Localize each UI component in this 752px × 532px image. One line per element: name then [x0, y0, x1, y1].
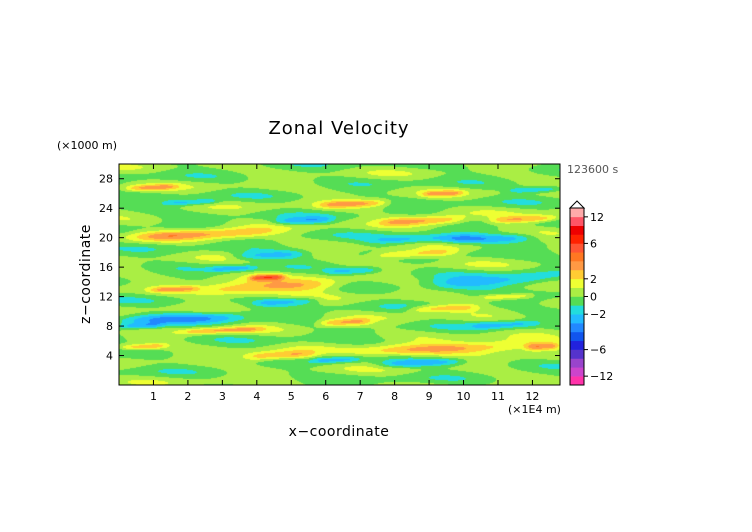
x-tick-label: 5 [288, 390, 295, 403]
colorbar-segment [570, 331, 584, 342]
colorbar-segment [570, 216, 584, 226]
x-tick-label: 2 [184, 390, 191, 403]
colorbar-extend-arrow [568, 200, 586, 209]
time-label: 123600 s [567, 163, 618, 176]
x-tick-label: 10 [457, 390, 471, 403]
colorbar-tick-label: −2 [590, 308, 606, 321]
y-tick-label: 24 [99, 202, 113, 215]
colorbar-segment [570, 287, 584, 297]
y-tick-label: 20 [99, 232, 113, 245]
colorbar-segment [570, 278, 584, 288]
colorbar-tick-label: 0 [590, 291, 597, 304]
colorbar-segment [570, 208, 584, 218]
colorbar-tick-label: 12 [590, 211, 604, 224]
colorbar-segment [570, 349, 584, 359]
colorbar-segment [570, 296, 584, 306]
x-tick-label: 4 [253, 390, 260, 403]
x-tick-label: 3 [219, 390, 226, 403]
colorbar-segment [570, 234, 584, 244]
colorbar-segment [570, 269, 584, 280]
colorbar-segment [570, 358, 584, 368]
x-unit-label: (×1E4 m) [508, 403, 561, 416]
y-axis-label: z−coordinate [78, 224, 94, 324]
colorbar-segment [570, 367, 584, 377]
y-tick-label: 12 [99, 291, 113, 304]
colorbar-tick-label: 6 [590, 237, 597, 250]
colorbar-tick-label: 2 [590, 273, 597, 286]
colorbar-segment [570, 314, 584, 324]
colorbar-tick-label: −12 [590, 370, 613, 383]
colorbar-segment [570, 376, 584, 386]
x-axis-ticks: 1 2 3 4 5 6 7 8 9 10 11 12 [150, 164, 539, 403]
colorbar-segment [570, 305, 584, 315]
colorbar-segment [570, 252, 584, 262]
y-unit-label: (×1000 m) [57, 139, 117, 152]
velocity-field-heatmap [119, 164, 560, 385]
x-tick-label: 6 [322, 390, 329, 403]
y-tick-label: 16 [99, 261, 113, 274]
y-axis-ticks: 4 8 12 16 20 24 28 [99, 173, 560, 363]
x-tick-label: 12 [525, 390, 539, 403]
chart-title: Zonal Velocity [268, 118, 409, 139]
colorbar-segment [570, 323, 584, 333]
y-tick-label: 28 [99, 173, 113, 186]
y-tick-label: 4 [106, 350, 113, 363]
colorbar-segment [570, 243, 584, 253]
colorbar-segment [570, 261, 584, 271]
x-tick-label: 7 [357, 390, 364, 403]
y-tick-label: 8 [106, 320, 113, 333]
x-tick-label: 11 [491, 390, 505, 403]
x-tick-label: 1 [150, 390, 157, 403]
colorbar: 12 6 2 0 −2 −6 −12 [568, 200, 613, 386]
colorbar-tick-label: −6 [590, 344, 606, 357]
x-tick-label: 8 [391, 390, 398, 403]
plot-frame [118, 163, 561, 386]
x-tick-label: 9 [426, 390, 433, 403]
colorbar-segment [570, 225, 584, 235]
x-axis-label: x−coordinate [289, 424, 390, 440]
colorbar-segment [570, 340, 584, 350]
